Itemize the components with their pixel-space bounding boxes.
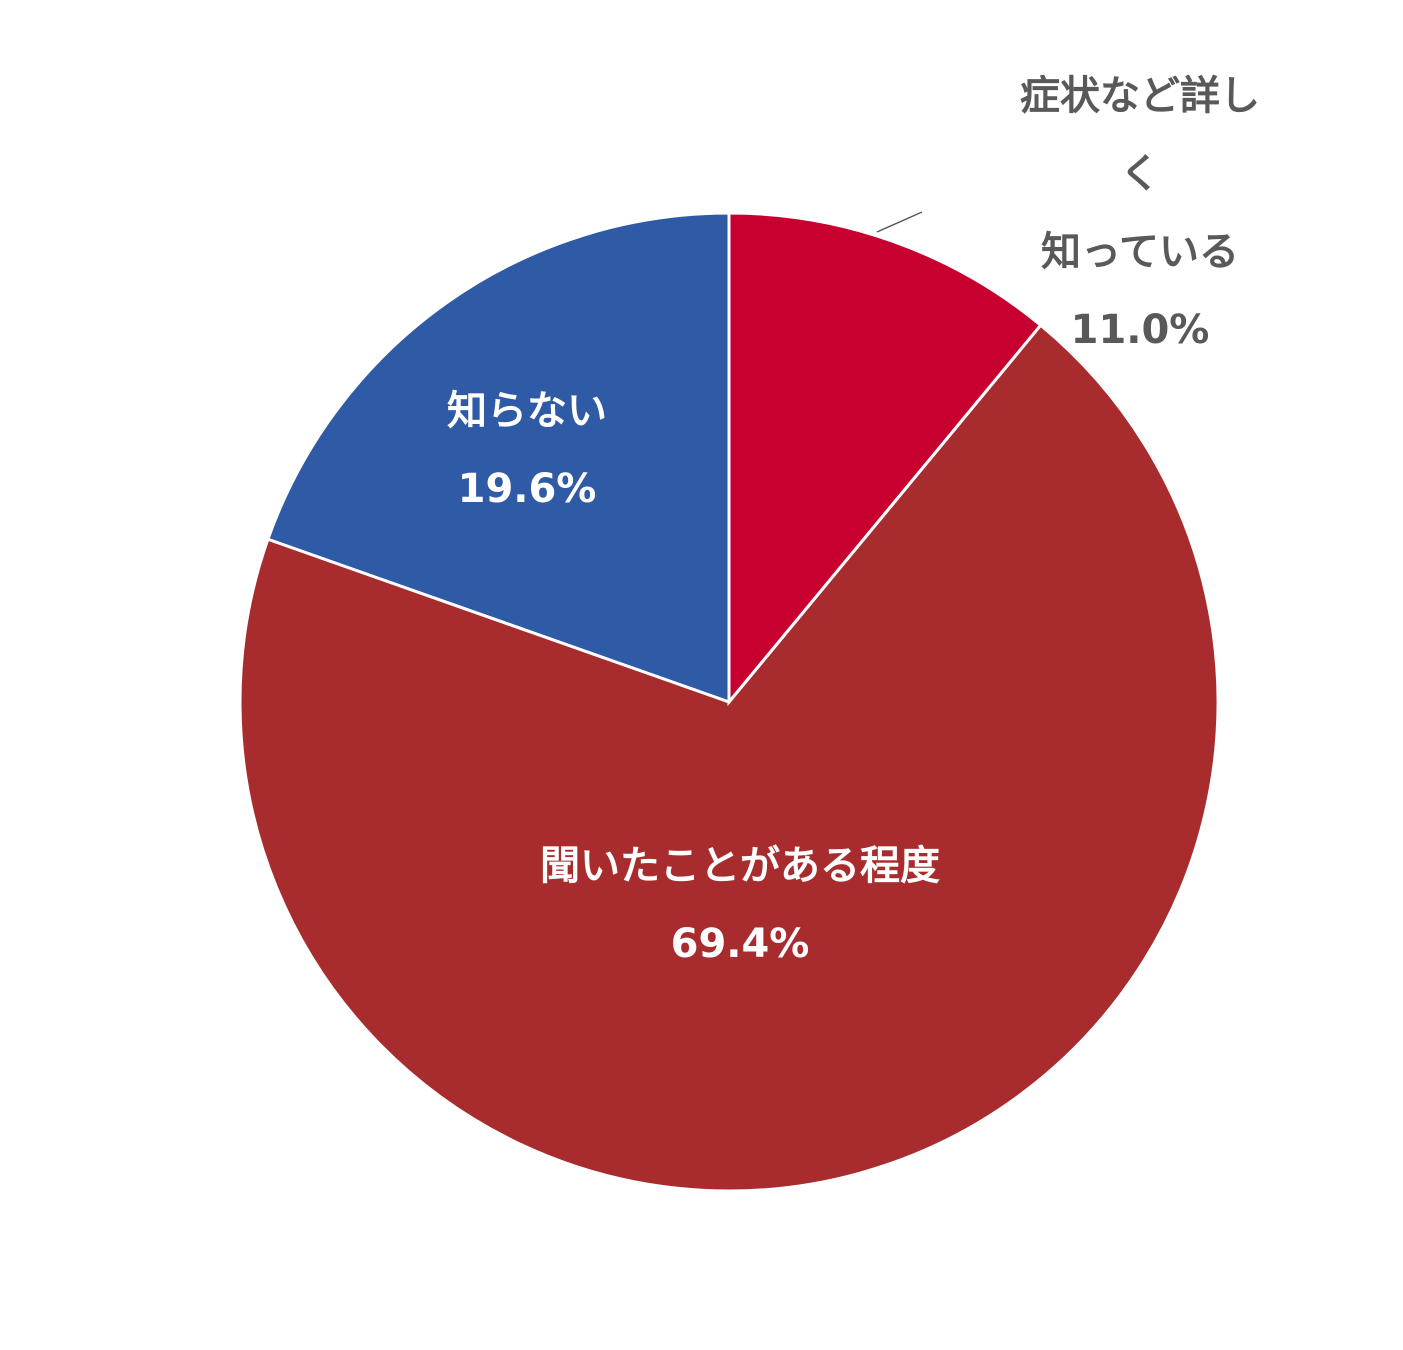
value-label: 69.4% (670, 921, 810, 967)
slice-label: 聞いたことがある程度 69.4% (540, 827, 940, 983)
slice-label: 知らない 19.6% (447, 372, 607, 528)
slice-label: 症状など詳しく 知っている 11.0% (1009, 57, 1272, 369)
value-label: 11.0% (1070, 307, 1210, 353)
value-label: 19.6% (457, 466, 597, 512)
leader-line (876, 211, 923, 233)
category-label: 聞いたことがある程度 (540, 843, 940, 889)
pie-slice (727, 211, 1043, 707)
pie-slice (238, 323, 1220, 1193)
category-label: 知らない (447, 388, 607, 434)
category-label: 症状など詳しく 知っている (1020, 73, 1260, 275)
